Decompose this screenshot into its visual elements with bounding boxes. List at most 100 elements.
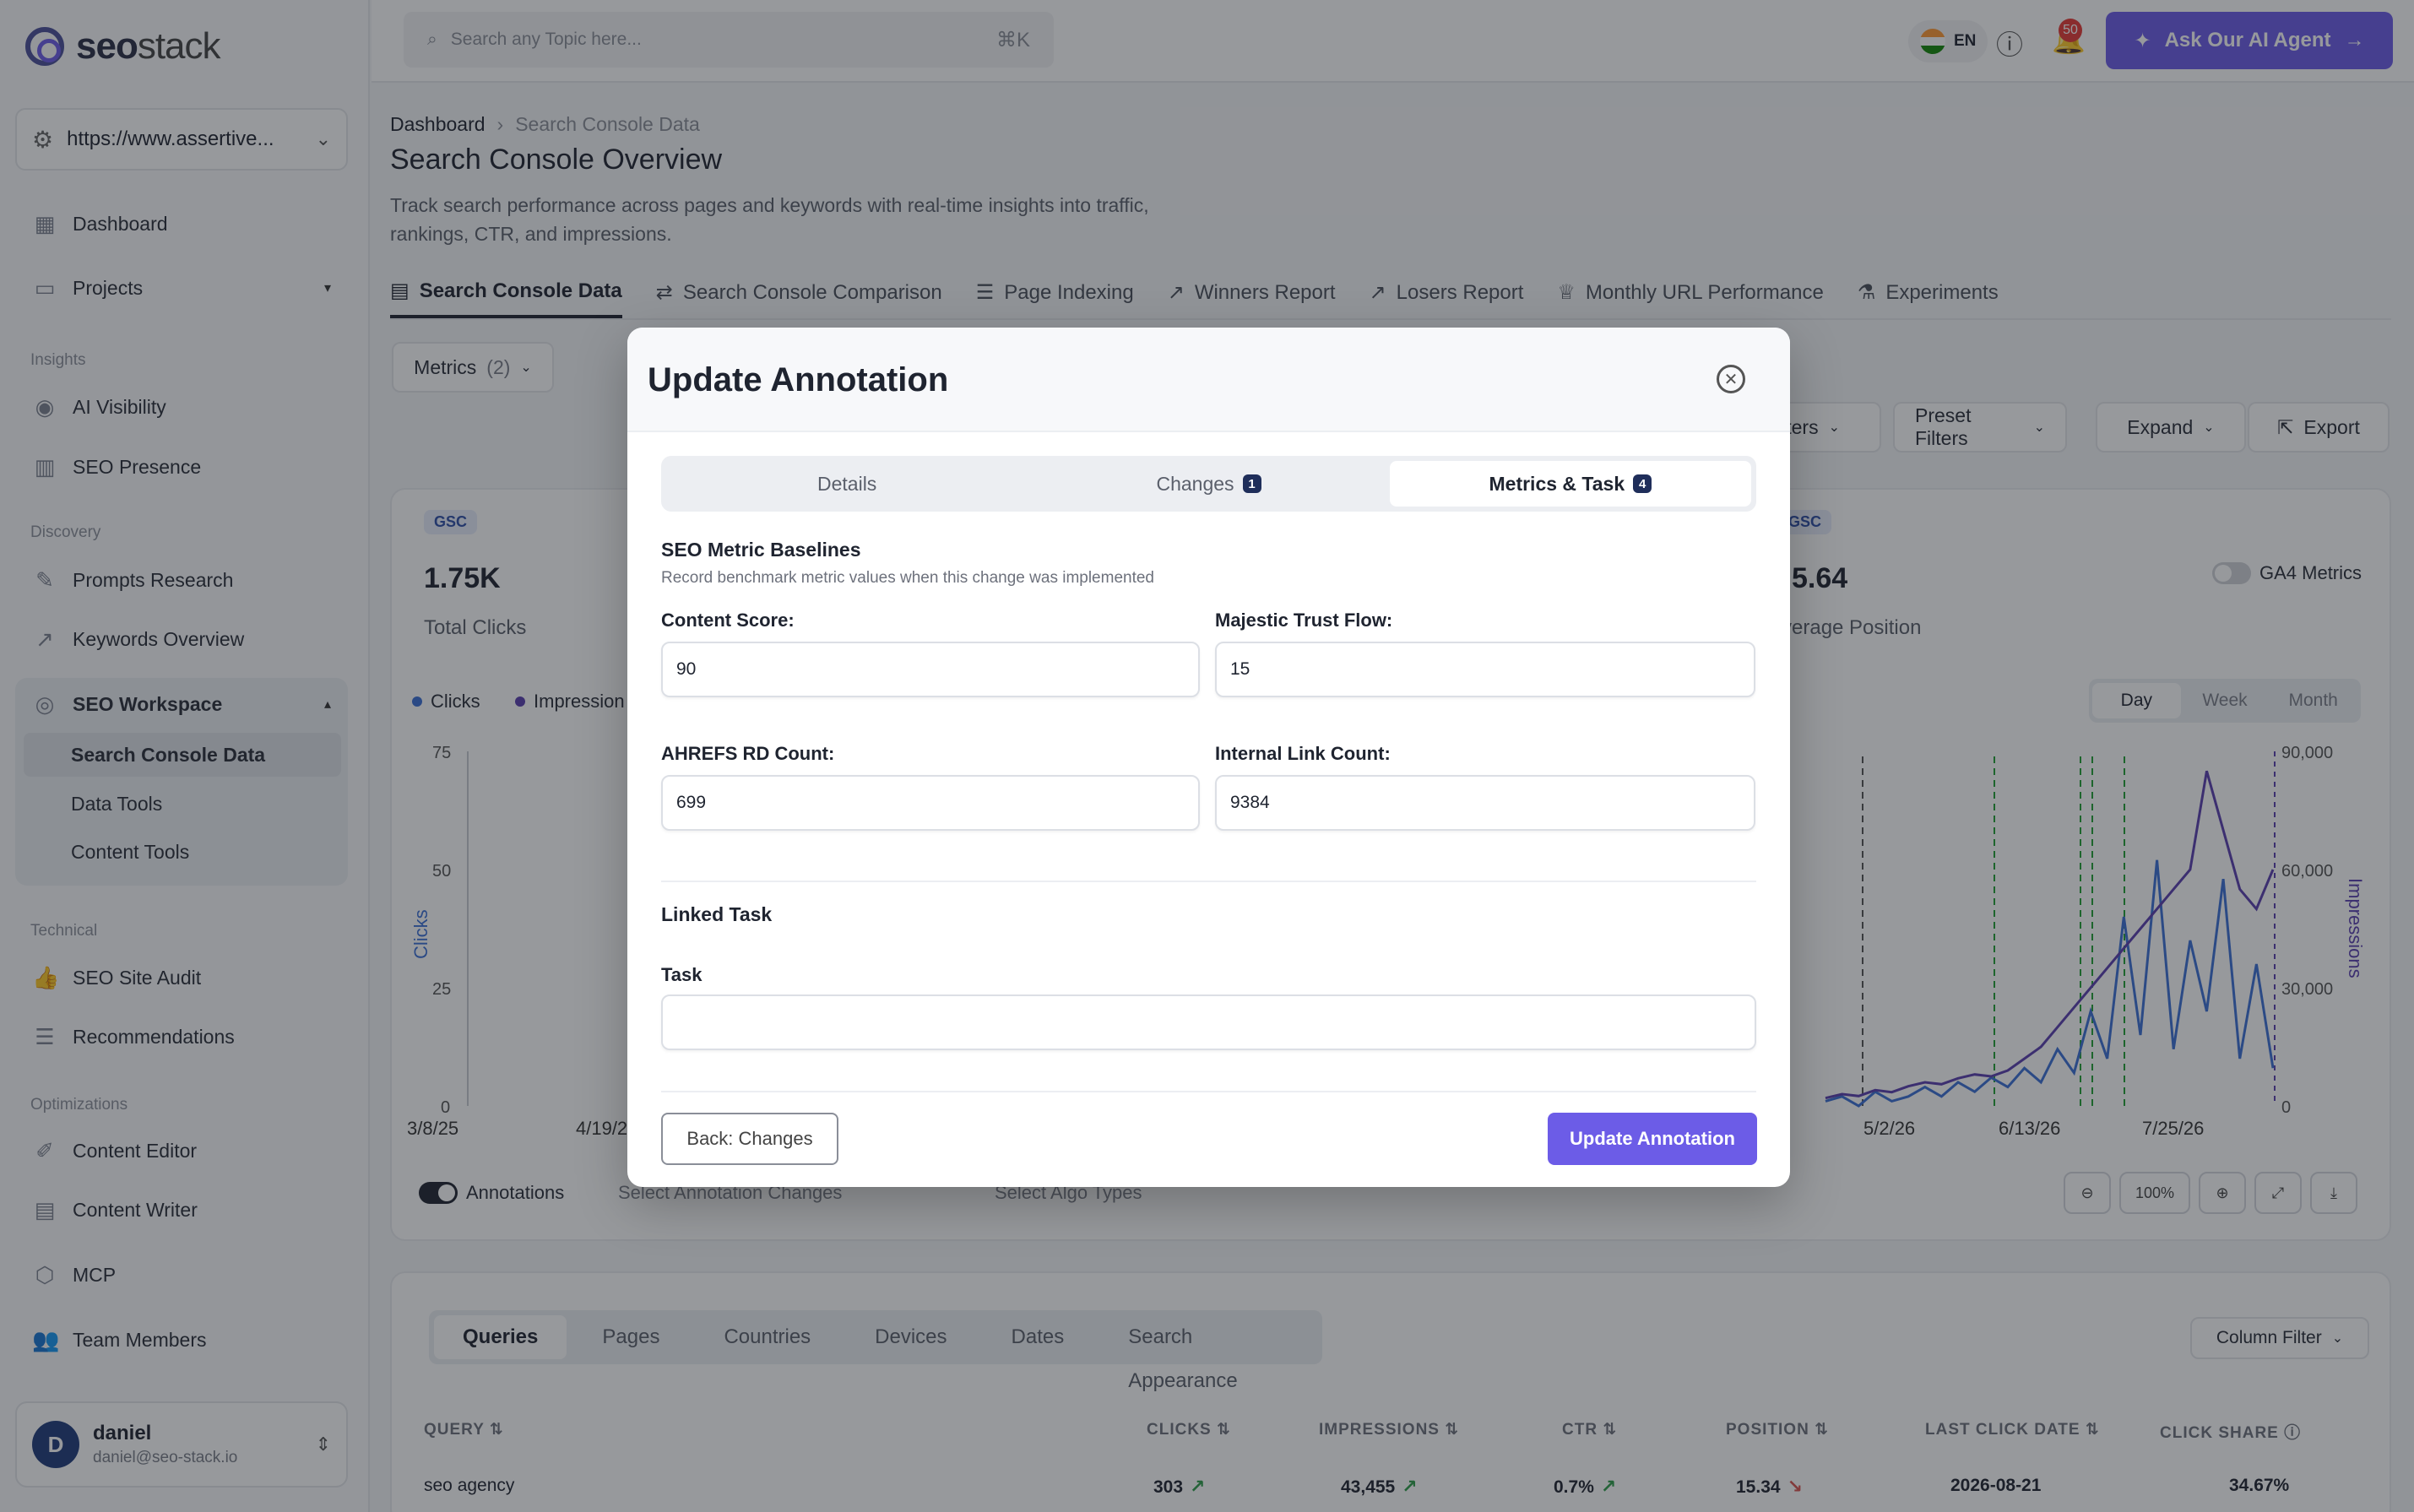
fullscreen-button[interactable]: ⤢ (2254, 1172, 2302, 1214)
sidebar-item-recommendations[interactable]: ☰ Recommendations (15, 1011, 348, 1062)
performance-chart[interactable]: 75 50 25 0 Clicks 3/8/25 4/19/2 90,000 6… (390, 726, 2391, 1148)
help-circle-icon: ⓘ (2284, 1424, 2302, 1442)
sparkle-icon: ✦ (2134, 29, 2151, 52)
language-selector[interactable]: EN (1908, 20, 1988, 62)
site-selector[interactable]: ⚙ https://www.assertive... ⌄ (15, 108, 348, 171)
table-cell-clicks: 303 ↗ (1153, 1476, 1206, 1497)
internal-link-label: Internal Link Count: (1215, 743, 1391, 764)
tab-changes[interactable]: Changes 1 (1028, 461, 1389, 507)
sidebar-item-seo-workspace[interactable]: ◎ SEO Workspace ▴ (15, 679, 348, 729)
fullscreen-icon: ⤢ (2271, 1184, 2285, 1201)
sidebar-item-seo-presence[interactable]: ▥ SEO Presence (15, 442, 348, 492)
tab-winners-report[interactable]: ↗ Winners Report (1167, 280, 1336, 305)
sidebar-item-seo-site-audit[interactable]: 👍 SEO Site Audit (32, 964, 202, 990)
top-bar: ⌕ Search any Topic here... ⌘K EN ⓘ 🔔 50 … (372, 0, 2414, 83)
bar-chart-icon: ▥ (34, 453, 56, 480)
search-input[interactable]: ⌕ Search any Topic here... ⌘K (404, 12, 1054, 68)
column-header-clicks[interactable]: CLICKS ⇅ (1147, 1421, 1231, 1439)
logo-icon (25, 27, 64, 66)
column-header-query[interactable]: QUERY ⇅ (424, 1421, 504, 1439)
main-tabs: ▤ Search Console Data ⇄ Search Console Com… (390, 279, 1999, 318)
zoom-out-button[interactable]: ⊖ (2064, 1172, 2111, 1214)
export-button[interactable]: ⇱ Export (2248, 402, 2390, 453)
help-icon[interactable]: ⓘ (1996, 30, 2024, 60)
download-icon: ⤓ (2330, 1184, 2337, 1201)
tab-search-console-comparison[interactable]: ⇄ Search Console Comparison (655, 280, 942, 305)
column-header-ctr[interactable]: CTR ⇅ (1562, 1421, 1618, 1439)
tab-details[interactable]: Details (817, 472, 877, 495)
sidebar-item-search-console-data[interactable]: Search Console Data (24, 733, 341, 777)
ga4-metrics-toggle[interactable]: GA4 Metrics (2212, 562, 2362, 584)
task-input[interactable] (661, 994, 1756, 1050)
metrics-dropdown[interactable]: Metrics (2) ⌄ (392, 342, 554, 393)
breadcrumb: Dashboard › Search Console Data (390, 113, 700, 136)
tab-devices[interactable]: Devices (875, 1325, 947, 1348)
tab-search-appearance[interactable]: Search Appearance (1128, 1325, 1238, 1392)
close-icon[interactable]: ✕ (1717, 365, 1745, 393)
tab-search-console-data[interactable]: ▤ Search Console Data (390, 279, 622, 318)
internal-link-input[interactable] (1215, 775, 1755, 831)
granularity-day[interactable]: Day (2092, 683, 2181, 718)
back-changes-button[interactable]: Back: Changes (661, 1113, 838, 1165)
annotations-toggle[interactable]: Annotations (419, 1182, 564, 1204)
sidebar-item-keywords-overview[interactable]: ↗ Keywords Overview (15, 614, 348, 664)
sidebar-item-prompts-research[interactable]: ✎ Prompts Research (15, 555, 348, 605)
legend-clicks[interactable]: Clicks (412, 691, 480, 713)
trend-up-icon: ↗ (1600, 1476, 1617, 1497)
user-menu[interactable]: D daniel daniel@seo-stack.io ⇕ (15, 1401, 348, 1488)
tab-queries[interactable]: Queries (434, 1315, 567, 1359)
sidebar-item-content-writer[interactable]: ▤ Content Writer (15, 1184, 348, 1235)
column-header-last-click-date[interactable]: LAST CLICK DATE ⇅ (1925, 1421, 2100, 1439)
expand-dropdown[interactable]: Expand ⌄ (2096, 402, 2246, 453)
chevron-down-icon: ⌄ (2203, 420, 2215, 435)
tab-monthly-url-performance[interactable]: ♕ Monthly URL Performance (1557, 280, 1824, 305)
content-score-input[interactable] (661, 642, 1200, 697)
document-icon: ▤ (34, 1196, 56, 1222)
ga4-toggle-switch[interactable] (2212, 562, 2251, 584)
tab-metrics-task[interactable]: Metrics & Task 4 (1389, 461, 1751, 507)
granularity-month[interactable]: Month (2288, 691, 2338, 710)
sidebar-item-dashboard[interactable]: ▦ Dashboard (15, 198, 348, 249)
tab-pages[interactable]: Pages (602, 1325, 660, 1348)
y-right-tick: 30,000 (2281, 980, 2333, 999)
sidebar-item-team-members[interactable]: 👥 Team Members (32, 1326, 207, 1352)
column-header-impressions[interactable]: IMPRESSIONS ⇅ (1319, 1421, 1460, 1439)
sidebar-item-content-editor[interactable]: ✐ Content Editor (15, 1125, 348, 1176)
table-cell-query[interactable]: seo agency (424, 1476, 515, 1495)
update-annotation-button[interactable]: Update Annotation (1548, 1113, 1757, 1165)
breadcrumb-separator-icon: › (496, 113, 504, 135)
chevron-down-icon: ⌄ (520, 360, 532, 375)
legend-impressions[interactable]: Impression (515, 691, 625, 713)
logo[interactable]: seostack (25, 25, 221, 68)
download-button[interactable]: ⤓ (2310, 1172, 2357, 1214)
sidebar-item-ai-visibility[interactable]: ◉ AI Visibility (15, 382, 348, 432)
trust-flow-input[interactable] (1215, 642, 1755, 697)
tab-dates[interactable]: Dates (1011, 1325, 1065, 1348)
column-header-click-share[interactable]: CLICK SHARE ⓘ (2160, 1424, 2302, 1442)
tab-page-indexing[interactable]: ☰ Page Indexing (975, 280, 1134, 305)
impressions-dot-icon (515, 696, 525, 707)
preset-filters-dropdown[interactable]: Preset Filters ⌄ (1893, 402, 2067, 453)
section-discovery: Discovery (30, 523, 101, 541)
sidebar-item-content-tools[interactable]: Content Tools (71, 840, 190, 863)
column-filter-dropdown[interactable]: Column Filter ⌄ (2190, 1317, 2369, 1359)
tab-losers-report[interactable]: ↗ Losers Report (1369, 280, 1524, 305)
column-header-position[interactable]: POSITION ⇅ (1726, 1421, 1829, 1439)
list-icon: ☰ (975, 281, 995, 304)
user-name: daniel (93, 1422, 152, 1444)
sidebar-item-projects[interactable]: ▭ Projects ▾ (15, 263, 348, 313)
tab-experiments[interactable]: ⚗ Experiments (1857, 280, 1999, 305)
annotations-toggle-switch[interactable] (419, 1182, 458, 1204)
trend-up-icon: ↗ (1402, 1476, 1418, 1497)
sort-icon: ⇅ (2085, 1421, 2100, 1439)
zoom-in-button[interactable]: ⊕ (2199, 1172, 2246, 1214)
breadcrumb-root[interactable]: Dashboard (390, 113, 486, 135)
sidebar-item-mcp[interactable]: ⬡ MCP (15, 1249, 348, 1300)
search-placeholder: Search any Topic here... (450, 30, 642, 49)
ahrefs-rd-input[interactable] (661, 775, 1200, 831)
ask-ai-agent-button[interactable]: ✦ Ask Our AI Agent → (2106, 12, 2393, 69)
sidebar-item-data-tools[interactable]: Data Tools (71, 792, 163, 815)
y-right-label: Impressions (2345, 878, 2366, 978)
tab-countries[interactable]: Countries (724, 1325, 811, 1348)
granularity-week[interactable]: Week (2202, 691, 2248, 710)
